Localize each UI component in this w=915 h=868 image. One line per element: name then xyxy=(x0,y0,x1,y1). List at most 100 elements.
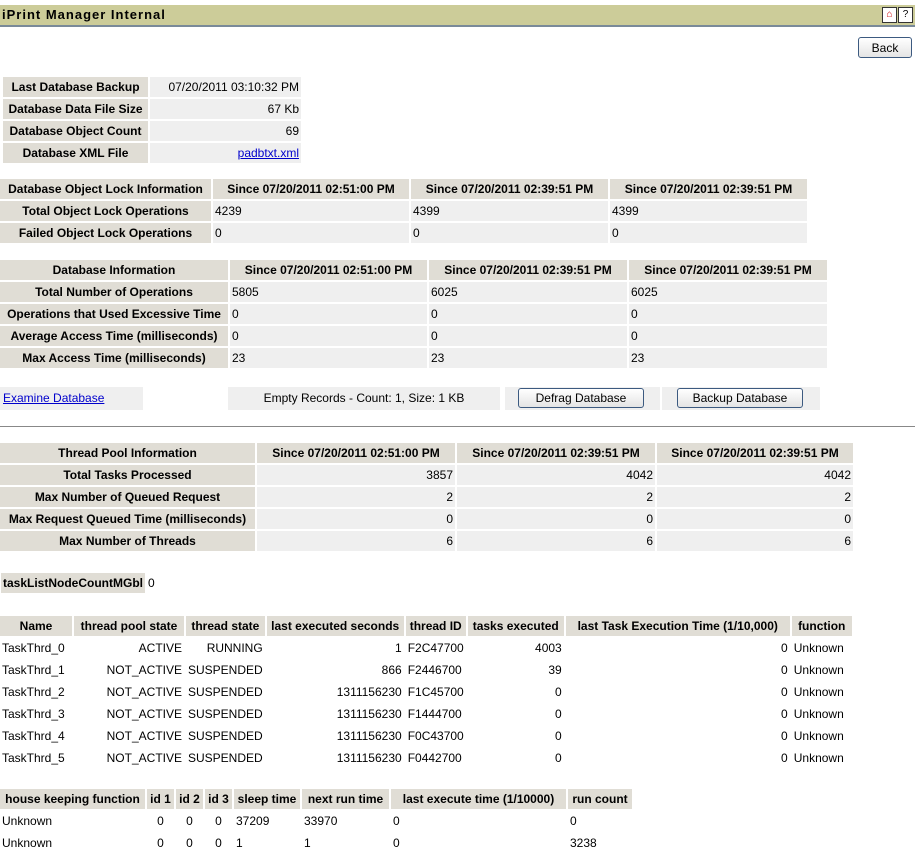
cell: TaskThrd_4 xyxy=(2,729,65,743)
cell: 6 xyxy=(257,531,455,551)
table-row: Total Object Lock Operations 4239 4399 4399 xyxy=(0,201,807,221)
cell: 23 xyxy=(429,348,627,368)
examine-database-link[interactable]: Examine Database xyxy=(3,391,105,405)
cell: Unknown xyxy=(793,707,844,721)
examine-cell: Examine Database xyxy=(0,387,143,410)
cell: Unknown xyxy=(793,641,844,655)
column-header: last execute time (1/10000) xyxy=(391,789,566,809)
cell: Unknown xyxy=(2,814,53,828)
help-icon[interactable]: ? xyxy=(898,7,913,23)
table-row: Max Number of Queued Request 2 2 2 xyxy=(0,487,853,507)
cell: 0 xyxy=(186,814,193,828)
cell: 0 xyxy=(781,685,788,699)
table-row: TaskThrd_0 ACTIVE RUNNING 1 F2C47700 4003 0 Unk… xyxy=(0,638,852,658)
cell: 3857 xyxy=(257,465,455,485)
cell: F2446700 xyxy=(407,663,462,677)
cell: 0 xyxy=(257,509,455,529)
row-label: Max Number of Queued Request xyxy=(0,487,255,507)
column-header: next run time xyxy=(302,789,389,809)
column-header: function xyxy=(791,616,852,636)
cell: 0 xyxy=(429,326,627,346)
cell: 1 xyxy=(395,641,402,655)
title-bar: iPrint Manager Internal ⌂ ? xyxy=(0,5,915,27)
row-label: Total Tasks Processed xyxy=(0,465,255,485)
page-title: iPrint Manager Internal xyxy=(2,7,166,22)
column-header: Thread Pool Information xyxy=(0,443,255,463)
cell: 23 xyxy=(230,348,427,368)
column-header: Since 07/20/2011 02:51:00 PM xyxy=(257,443,455,463)
row-label: Max Access Time (milliseconds) xyxy=(0,348,228,368)
column-header: id 2 xyxy=(176,789,203,809)
column-header: Since 07/20/2011 02:39:51 PM xyxy=(457,443,655,463)
row-label: Average Access Time (milliseconds) xyxy=(0,326,228,346)
cell: TaskThrd_2 xyxy=(2,685,65,699)
xml-file-cell: padbtxt.xml xyxy=(150,143,301,163)
table-row: TaskThrd_2 NOT_ACTIVE SUSPENDED 1311156230 F… xyxy=(0,682,852,702)
cell: 3238 xyxy=(570,836,597,850)
cell: TaskThrd_1 xyxy=(2,663,65,677)
column-header: Database Information xyxy=(0,260,228,280)
database-info-table: Database Information Since 07/20/2011 02:… xyxy=(0,258,829,370)
column-header: Since 07/20/2011 02:51:00 PM xyxy=(230,260,427,280)
cell: 1311156230 xyxy=(336,707,402,721)
cell: 1311156230 xyxy=(336,729,402,743)
table-row: Average Access Time (milliseconds) 0 0 0 xyxy=(0,326,827,346)
column-header: house keeping function xyxy=(0,789,145,809)
cell: 23 xyxy=(629,348,827,368)
value: 69 xyxy=(150,121,301,141)
row-label: Operations that Used Excessive Time xyxy=(0,304,228,324)
cell: TaskThrd_0 xyxy=(2,641,65,655)
cell: 0 xyxy=(230,304,427,324)
backup-database-button[interactable]: Backup Database xyxy=(677,388,803,408)
cell: TaskThrd_3 xyxy=(2,707,65,721)
column-header: Since 07/20/2011 02:39:51 PM xyxy=(657,443,853,463)
task-count-value: 0 xyxy=(148,576,155,590)
lock-info-table: Database Object Lock Information Since 07… xyxy=(0,177,809,245)
table-row: Max Number of Threads 6 6 6 xyxy=(0,531,853,551)
cell: 0 xyxy=(657,509,853,529)
back-button[interactable]: Back xyxy=(858,37,912,58)
table-row: TaskThrd_3 NOT_ACTIVE SUSPENDED 1311156230 F… xyxy=(0,704,852,724)
backup-table: Last Database Backup 07/20/2011 03:10:32 … xyxy=(1,75,303,165)
xml-file-link[interactable]: padbtxt.xml xyxy=(237,146,299,160)
cell: F0C43700 xyxy=(407,729,464,743)
cell: 37209 xyxy=(236,814,270,828)
cell: F1444700 xyxy=(407,707,462,721)
cell: SUSPENDED xyxy=(188,751,263,765)
table-row: Failed Object Lock Operations 0 0 0 xyxy=(0,223,807,243)
column-header: Since 07/20/2011 02:39:51 PM xyxy=(429,260,627,280)
column-header: id 3 xyxy=(205,789,232,809)
home-icon[interactable]: ⌂ xyxy=(882,7,897,23)
cell: NOT_ACTIVE xyxy=(106,685,182,699)
table-row: Max Access Time (milliseconds) 23 23 23 xyxy=(0,348,827,368)
table-row: Total Tasks Processed 3857 4042 4042 xyxy=(0,465,853,485)
cell: 0 xyxy=(215,836,222,850)
row-label: Total Object Lock Operations xyxy=(0,201,211,221)
cell: 0 xyxy=(781,663,788,677)
cell: 6 xyxy=(657,531,853,551)
cell: 0 xyxy=(610,223,807,243)
cell: SUSPENDED xyxy=(188,707,263,721)
cell: 0 xyxy=(393,814,400,828)
task-count-label: taskListNodeCountMGbl xyxy=(1,573,145,593)
column-header: Since 07/20/2011 02:39:51 PM xyxy=(629,260,827,280)
cell: 4239 xyxy=(213,201,409,221)
table-row: TaskThrd_5 NOT_ACTIVE SUSPENDED 1311156230 F… xyxy=(0,748,852,768)
column-header: Name xyxy=(0,616,72,636)
cell: 0 xyxy=(213,223,409,243)
housekeeping-table: house keeping function id 1 id 2 id 3 sleep … xyxy=(0,787,634,855)
defrag-database-button[interactable]: Defrag Database xyxy=(518,388,644,408)
cell: 4003 xyxy=(535,641,562,655)
cell: 0 xyxy=(555,707,562,721)
cell: 0 xyxy=(429,304,627,324)
cell: 866 xyxy=(381,663,402,677)
cell: NOT_ACTIVE xyxy=(106,707,182,721)
cell: 2 xyxy=(257,487,455,507)
table-row: Operations that Used Excessive Time 0 0 0 xyxy=(0,304,827,324)
label: Database XML File xyxy=(3,143,148,163)
value: 67 Kb xyxy=(150,99,301,119)
label: Database Object Count xyxy=(3,121,148,141)
label: Database Data File Size xyxy=(3,99,148,119)
cell: ACTIVE xyxy=(138,641,182,655)
cell: Unknown xyxy=(2,836,53,850)
